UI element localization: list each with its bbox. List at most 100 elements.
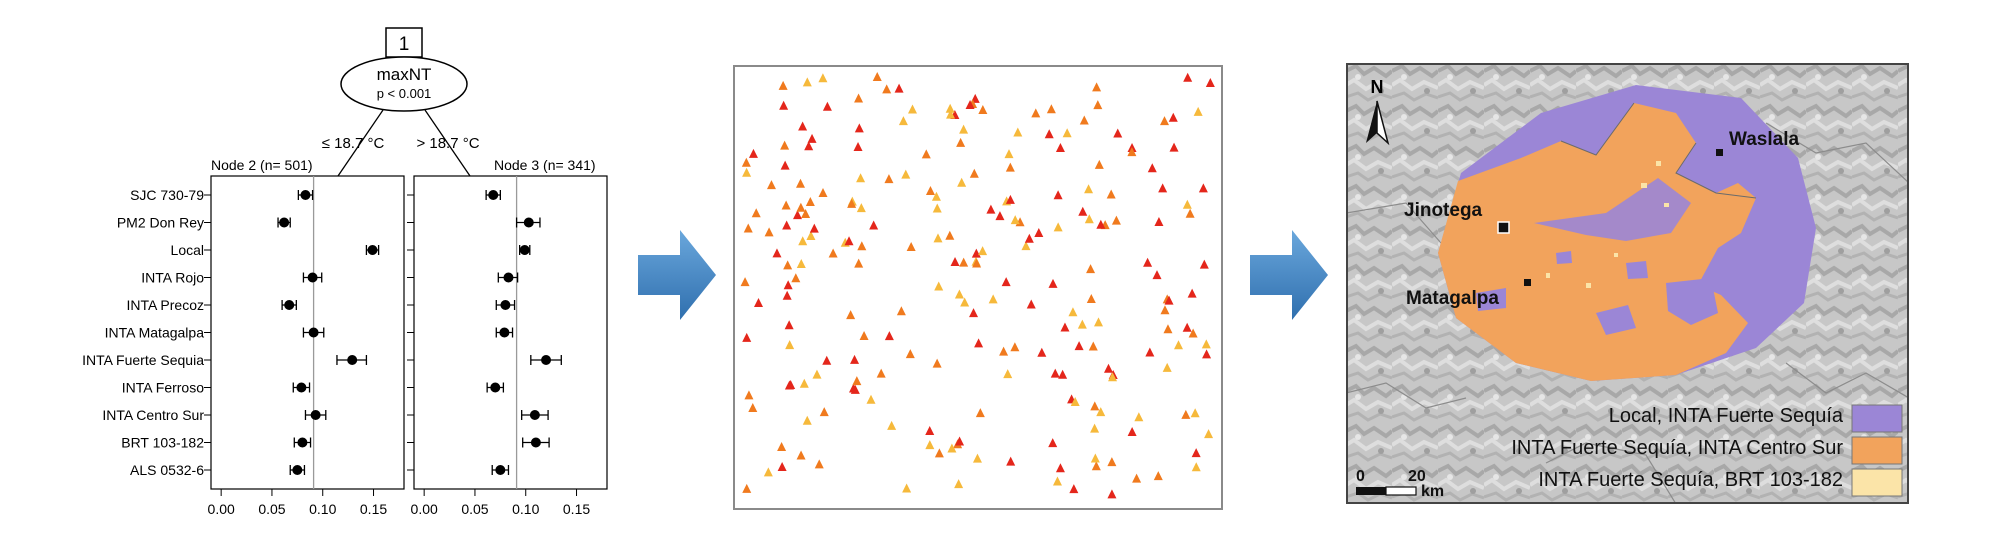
point-triangle [796, 450, 806, 460]
point-triangle [1046, 104, 1056, 114]
point-triangle [986, 204, 996, 214]
point-triangle [1048, 438, 1058, 448]
point-triangle [950, 256, 960, 266]
estimate-point [347, 355, 358, 365]
point-triangle [753, 298, 763, 308]
point-triangle [819, 407, 829, 417]
point-triangle [884, 331, 894, 341]
split-pvalue: p < 0.001 [377, 86, 432, 101]
legend-label-1: Local, INTA Fuerte Sequía [1609, 405, 1844, 427]
point-triangle [974, 338, 984, 348]
point-triangle [799, 378, 809, 388]
scale-unit: km [1421, 483, 1444, 500]
point-triangle [743, 223, 753, 233]
point-triangle [1090, 453, 1100, 463]
point-triangle [850, 354, 860, 364]
point-triangle [1198, 183, 1208, 193]
point-triangle [1143, 257, 1153, 267]
variety-label: INTA Rojo [141, 270, 204, 286]
point-triangle [783, 260, 793, 270]
waslala-marker [1716, 149, 1723, 156]
estimate-point [300, 190, 311, 200]
point-triangle [933, 233, 943, 243]
point-triangle [959, 124, 969, 134]
scale-bar: 0 20 km [1356, 468, 1444, 500]
point-triangle [1093, 317, 1103, 327]
point-triangle [1108, 372, 1118, 382]
point-triangle [1006, 456, 1016, 466]
point-triangle [1152, 270, 1162, 280]
point-triangle [869, 220, 879, 230]
point-triangle [1037, 347, 1047, 357]
point-triangle [999, 346, 1009, 356]
point-triangle [1005, 194, 1015, 204]
point-triangle [1164, 295, 1174, 305]
variety-label: SJC 730-79 [130, 187, 204, 203]
point-triangle [807, 133, 817, 143]
point-triangle [1013, 127, 1023, 137]
point-triangle [785, 340, 795, 350]
point-triangle [1055, 463, 1065, 473]
point-triangle [925, 426, 935, 436]
point-triangle [1096, 219, 1106, 229]
point-triangle [1070, 397, 1080, 407]
point-triangle [894, 83, 904, 93]
point-triangle [925, 440, 935, 450]
point-triangle [921, 149, 931, 159]
point-triangle [1183, 72, 1193, 82]
point-triangle [844, 236, 854, 246]
point-triangle [859, 331, 869, 341]
point-triangle [802, 77, 812, 87]
point-triangle [1024, 233, 1034, 243]
point-triangle [848, 383, 858, 393]
estimate-point [499, 327, 510, 338]
jinotega-label: Jinotega [1404, 200, 1483, 221]
estimate-point [284, 300, 295, 310]
point-triangle [884, 174, 894, 184]
point-triangle [751, 208, 761, 218]
point-triangle [1202, 349, 1212, 359]
point-triangle [740, 277, 750, 287]
point-triangle [1127, 427, 1137, 437]
x-tick-label: 0.00 [411, 501, 438, 517]
point-triangle [934, 448, 944, 458]
point-triangle [1062, 128, 1072, 138]
point-triangle [793, 210, 803, 220]
estimate-point [490, 382, 501, 393]
point-triangle [742, 483, 752, 493]
point-triangle [1090, 423, 1100, 433]
point-triangle [796, 178, 806, 188]
point-triangle [846, 310, 856, 320]
point-triangle [1031, 108, 1041, 118]
svg-text:N: N [1371, 77, 1384, 97]
point-triangle [1096, 407, 1106, 417]
variety-label: INTA Centro Sur [102, 407, 204, 423]
split-node [340, 56, 468, 112]
point-triangle [1021, 241, 1031, 251]
left-edge-line [337, 109, 384, 177]
point-triangle [1160, 305, 1170, 315]
point-triangle [1093, 100, 1103, 110]
point-triangle [779, 100, 789, 110]
point-triangle [932, 203, 942, 213]
node-id: 1 [399, 34, 410, 55]
point-triangle [748, 148, 758, 158]
point-triangle [1190, 408, 1200, 418]
point-triangle [872, 72, 882, 82]
point-triangle [1158, 183, 1168, 193]
point-triangle [847, 198, 857, 208]
point-triangle [763, 467, 773, 477]
point-triangle [854, 93, 864, 103]
point-triangle [1026, 299, 1036, 309]
point-triangle [956, 137, 966, 147]
arrow-right-2 [1250, 230, 1328, 320]
point-triangle [887, 420, 897, 430]
point-triangle [1182, 199, 1192, 209]
point-triangle [1181, 409, 1191, 419]
point-triangle [853, 142, 863, 152]
point-triangle [812, 369, 822, 379]
point-triangle [902, 483, 912, 493]
variety-label: INTA Ferroso [122, 380, 204, 396]
point-triangle [954, 289, 964, 299]
point-triangle [1053, 222, 1063, 232]
